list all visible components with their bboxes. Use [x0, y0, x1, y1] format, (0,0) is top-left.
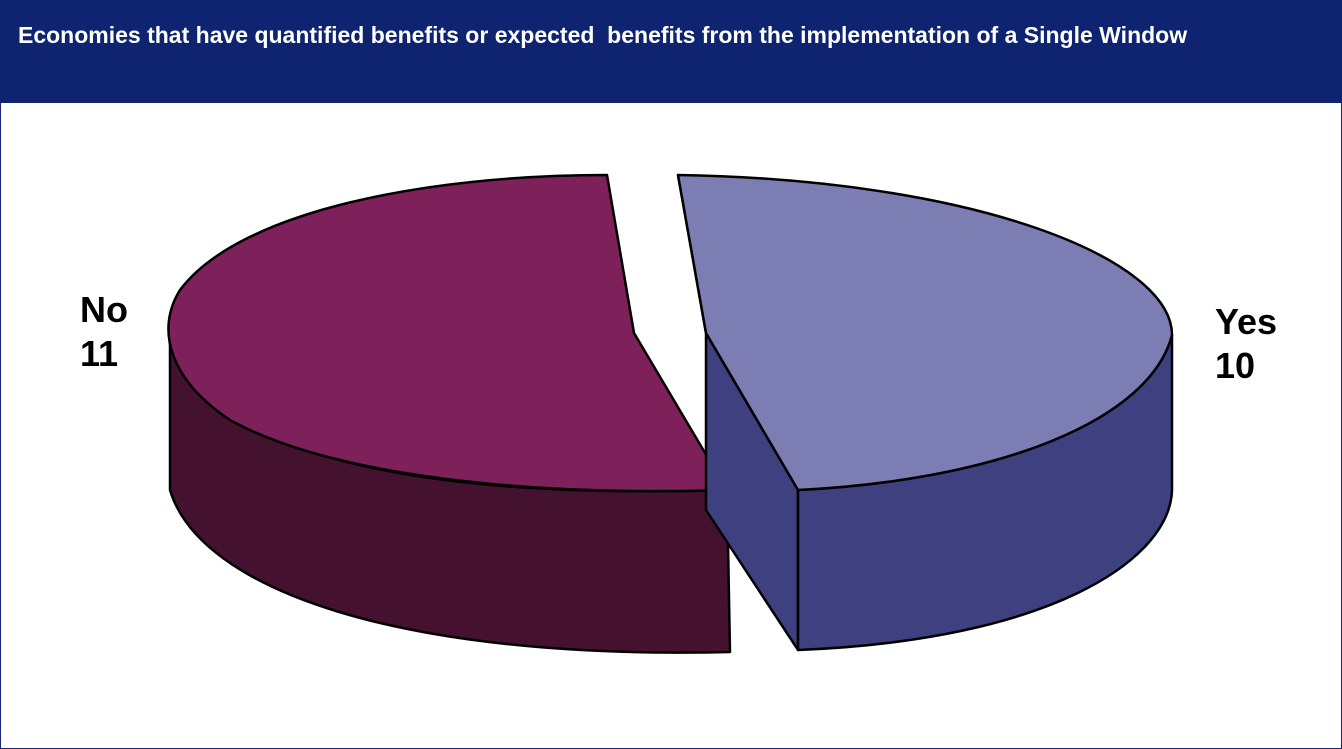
slice-label-no-value: 11	[80, 333, 119, 374]
slice-label-no-name: No	[80, 289, 128, 330]
slice-label-no: No 11	[80, 288, 128, 376]
pie-slice-no-top	[167, 173, 729, 493]
slice-label-yes: Yes 10	[1215, 300, 1277, 388]
chart-title: Economies that have quantified benefits …	[18, 22, 1188, 48]
chart-header: Economies that have quantified benefits …	[0, 0, 1342, 103]
pie-slice-yes-top	[676, 173, 1174, 492]
pie-slice-yes	[676, 173, 1174, 652]
slice-label-yes-value: 10	[1215, 345, 1256, 386]
pie-slice-no	[167, 173, 732, 654]
slice-label-yes-name: Yes	[1215, 301, 1278, 342]
